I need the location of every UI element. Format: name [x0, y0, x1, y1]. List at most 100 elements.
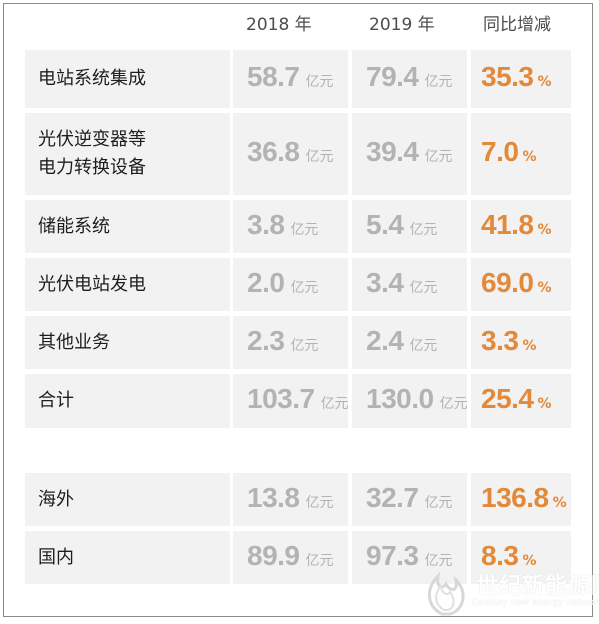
value-number: 41.8: [481, 208, 534, 240]
table-cell: [233, 473, 348, 526]
value-number: 2.4: [366, 324, 404, 356]
value-unit: 亿元: [305, 149, 334, 165]
header-2018: 2018 年: [246, 15, 312, 35]
table-cell: [352, 473, 467, 526]
value-unit: 亿元: [439, 396, 468, 412]
value-number: 5.4: [366, 208, 404, 240]
flame-logo-icon: [428, 571, 465, 616]
revenue-value: 32.7 亿元: [366, 482, 453, 514]
row-label: 其他业务: [38, 329, 110, 357]
table-cell: [471, 50, 571, 108]
row-label: 国内: [38, 544, 74, 572]
value-number: 2.0: [247, 266, 285, 298]
revenue-value: 5.4 亿元: [366, 209, 437, 241]
header-change: 同比增减: [483, 15, 551, 35]
change-value: 136.8%: [481, 482, 567, 514]
value-number: 69.0: [481, 266, 534, 298]
revenue-value: 3.8 亿元: [247, 209, 318, 241]
revenue-value: 130.0 亿元: [366, 383, 468, 415]
table-cell: [352, 374, 467, 428]
value-unit: 亿元: [305, 552, 334, 569]
revenue-value: 89.9 亿元: [247, 540, 334, 572]
change-value: 8.3%: [481, 540, 536, 572]
table-cell: [471, 316, 571, 369]
value-unit: %: [537, 279, 552, 296]
row-label-line: 海外: [38, 488, 74, 510]
table-cell: [25, 113, 230, 195]
table-cell: [352, 113, 467, 195]
value-unit: %: [522, 337, 537, 354]
table-cell: [233, 531, 348, 584]
value-unit: 亿元: [320, 396, 349, 412]
value-unit: 亿元: [424, 74, 453, 90]
revenue-value: 103.7 亿元: [247, 383, 349, 415]
value-unit: %: [537, 74, 552, 90]
change-value: 25.4%: [481, 383, 552, 415]
value-unit: 亿元: [409, 221, 438, 238]
table-cell: [352, 50, 467, 108]
value-number: 2.3: [247, 324, 285, 356]
revenue-value: 79.4 亿元: [366, 61, 453, 93]
table-cell: [352, 200, 467, 253]
change-value: 3.3%: [481, 325, 536, 357]
value-number: 97.3: [366, 539, 419, 571]
value-unit: %: [537, 396, 552, 412]
value-number: 36.8: [247, 136, 300, 167]
revenue-value: 58.7 亿元: [247, 61, 334, 93]
table-cell: [471, 200, 571, 253]
table-cell: [233, 374, 348, 428]
value-unit: 亿元: [305, 74, 334, 90]
table-cell: [471, 374, 571, 428]
revenue-value: 3.4 亿元: [366, 267, 437, 299]
table-cell: [233, 200, 348, 253]
value-number: 25.4: [481, 383, 534, 414]
header-2019: 2019 年: [369, 15, 435, 35]
value-number: 58.7: [247, 61, 300, 92]
value-unit: 亿元: [409, 279, 438, 296]
change-value: 69.0%: [481, 267, 552, 299]
watermark-logo: 世纪新能源网 Century new energy network: [420, 562, 599, 618]
table-cell: [352, 531, 467, 584]
row-label-line: 光伏电站发电: [38, 273, 146, 295]
change-value: 35.3%: [481, 61, 552, 93]
value-number: 3.4: [366, 266, 404, 298]
change-value: 41.8%: [481, 209, 552, 241]
value-number: 3.3: [481, 324, 519, 356]
value-number: 39.4: [366, 136, 419, 167]
row-label: 光伏电站发电: [38, 271, 146, 299]
table-cell: [233, 113, 348, 195]
value-unit: 亿元: [290, 337, 319, 354]
row-label-line: 电力转换设备: [38, 157, 146, 178]
value-number: 32.7: [366, 481, 419, 513]
row-label: 电站系统集成: [38, 65, 146, 93]
table-cell: [25, 258, 230, 311]
value-number: 136.8: [481, 481, 549, 513]
revenue-value: 39.4 亿元: [366, 136, 453, 168]
value-number: 7.0: [481, 136, 519, 167]
table-cell: [25, 316, 230, 369]
table-cell: [25, 531, 230, 584]
value-unit: %: [522, 552, 537, 569]
row-label: 合计: [38, 387, 74, 415]
revenue-value: 97.3 亿元: [366, 540, 453, 572]
table-cell: [25, 473, 230, 526]
value-unit: 亿元: [424, 149, 453, 165]
watermark-text: 世纪新能源网: [476, 574, 599, 599]
row-label: 储能系统: [38, 213, 110, 241]
value-unit: 亿元: [290, 221, 319, 238]
table-cell: [25, 374, 230, 428]
revenue-value: 2.4 亿元: [366, 325, 437, 357]
value-unit: 亿元: [424, 552, 453, 569]
value-unit: 亿元: [424, 494, 453, 511]
value-unit: 亿元: [305, 494, 334, 511]
change-value: 7.0%: [481, 136, 536, 168]
value-unit: 亿元: [290, 279, 319, 296]
value-number: 35.3: [481, 61, 534, 92]
table-cell: [471, 531, 571, 584]
table-cell: [233, 316, 348, 369]
revenue-value: 2.0 亿元: [247, 267, 318, 299]
row-label-line: 合计: [38, 390, 74, 411]
table-cell: [352, 316, 467, 369]
table-cell: [471, 258, 571, 311]
table-frame: [3, 3, 593, 617]
